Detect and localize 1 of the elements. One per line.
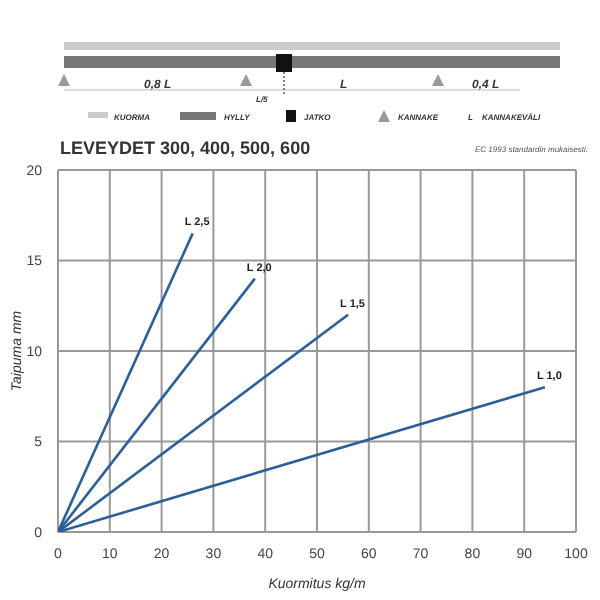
chart-title: LEVEYDET 300, 400, 500, 600: [60, 138, 311, 158]
